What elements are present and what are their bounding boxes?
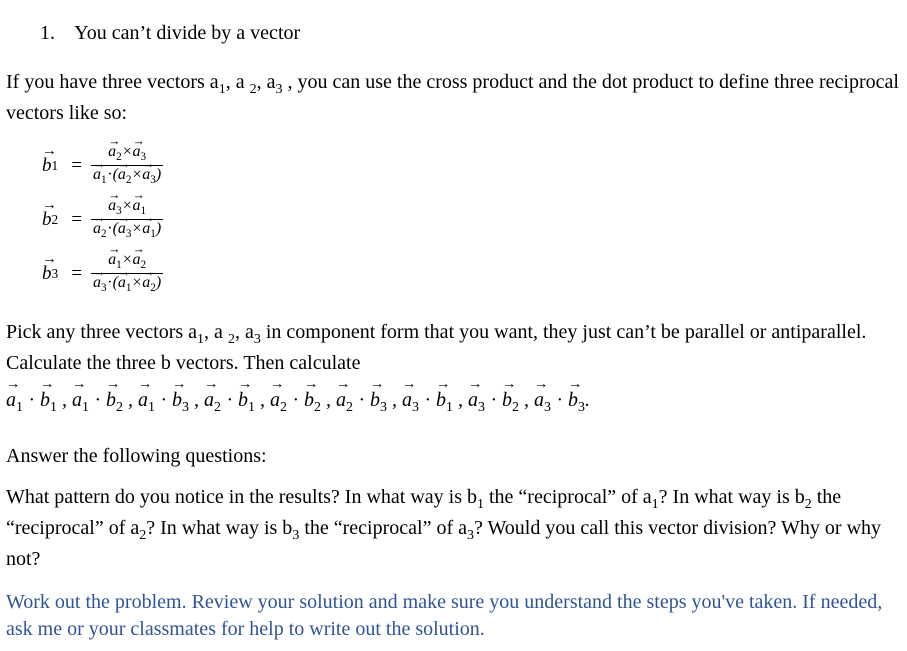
eq-b3-den: →a3·(→a1×→a2) — [91, 273, 163, 295]
eq-b1-fraction: →a2×→a3 →a1·(→a2×→a3) — [91, 144, 163, 187]
eq-b2-lhs: →b2 — [42, 207, 58, 233]
eq-b3-fraction: →a1×→a2 →a3·(→a1×→a2) — [91, 252, 163, 295]
questions-paragraph: What pattern do you notice in the result… — [6, 484, 901, 573]
equation-b1: →b1 = →a2×→a3 →a1·(→a2×→a3) — [42, 143, 901, 189]
intro-paragraph: If you have three vectors a1, a 2, a3 , … — [6, 69, 901, 127]
eq-b1-den: →a1·(→a2×→a3) — [91, 165, 163, 187]
intro-sub1: 1 — [219, 82, 226, 97]
list-text: You can’t divide by a vector — [74, 22, 300, 44]
pick-paragraph: Pick any three vectors a1, a 2, a3 in co… — [6, 319, 901, 377]
intro-text-a: If you have three vectors a — [6, 71, 219, 93]
pick-c: , a — [235, 321, 254, 343]
equations-block: →b1 = →a2×→a3 →a1·(→a2×→a3) →b2 = →a3×→a… — [42, 143, 901, 297]
eq-sign: = — [70, 153, 83, 179]
q-a: What pattern do you notice in the result… — [6, 486, 477, 508]
pick-b: , a — [204, 321, 228, 343]
eq-b2-den: →a2·(→a3×→a1) — [91, 219, 163, 241]
dot-product-list: →a1 · →b1 , →a1 · →b2 , →a1 · →b3 , →a2 … — [6, 381, 901, 422]
eq-sign: = — [70, 261, 83, 287]
q-b: the “reciprocal” of a — [484, 486, 652, 508]
list-item-1: 1. You can’t divide by a vector — [6, 20, 901, 47]
q-e: ? In what way is b — [146, 517, 292, 539]
page: 1. You can’t divide by a vector If you h… — [0, 0, 907, 651]
q-f: the “reciprocal” of a — [299, 517, 467, 539]
eq-b3-lhs: →b3 — [42, 261, 58, 287]
eq-b1-lhs: →b1 — [42, 153, 58, 179]
eq-b2-fraction: →a3×→a1 →a2·(→a3×→a1) — [91, 198, 163, 241]
questions-heading: Answer the following questions: — [6, 443, 901, 470]
pick-a: Pick any three vectors a — [6, 321, 197, 343]
intro-text-c: , a — [257, 71, 276, 93]
equation-b2: →b2 = →a3×→a1 →a2·(→a3×→a1) — [42, 197, 901, 243]
list-number: 1. — [40, 20, 70, 47]
instruction-text: Work out the problem. Review your soluti… — [6, 589, 901, 643]
equation-b3: →b3 = →a1×→a2 →a3·(→a1×→a2) — [42, 251, 901, 297]
intro-text-b: , a — [226, 71, 250, 93]
q-c: ? In what way is b — [659, 486, 805, 508]
intro-sub2: 2 — [250, 82, 257, 97]
eq-sign: = — [70, 207, 83, 233]
